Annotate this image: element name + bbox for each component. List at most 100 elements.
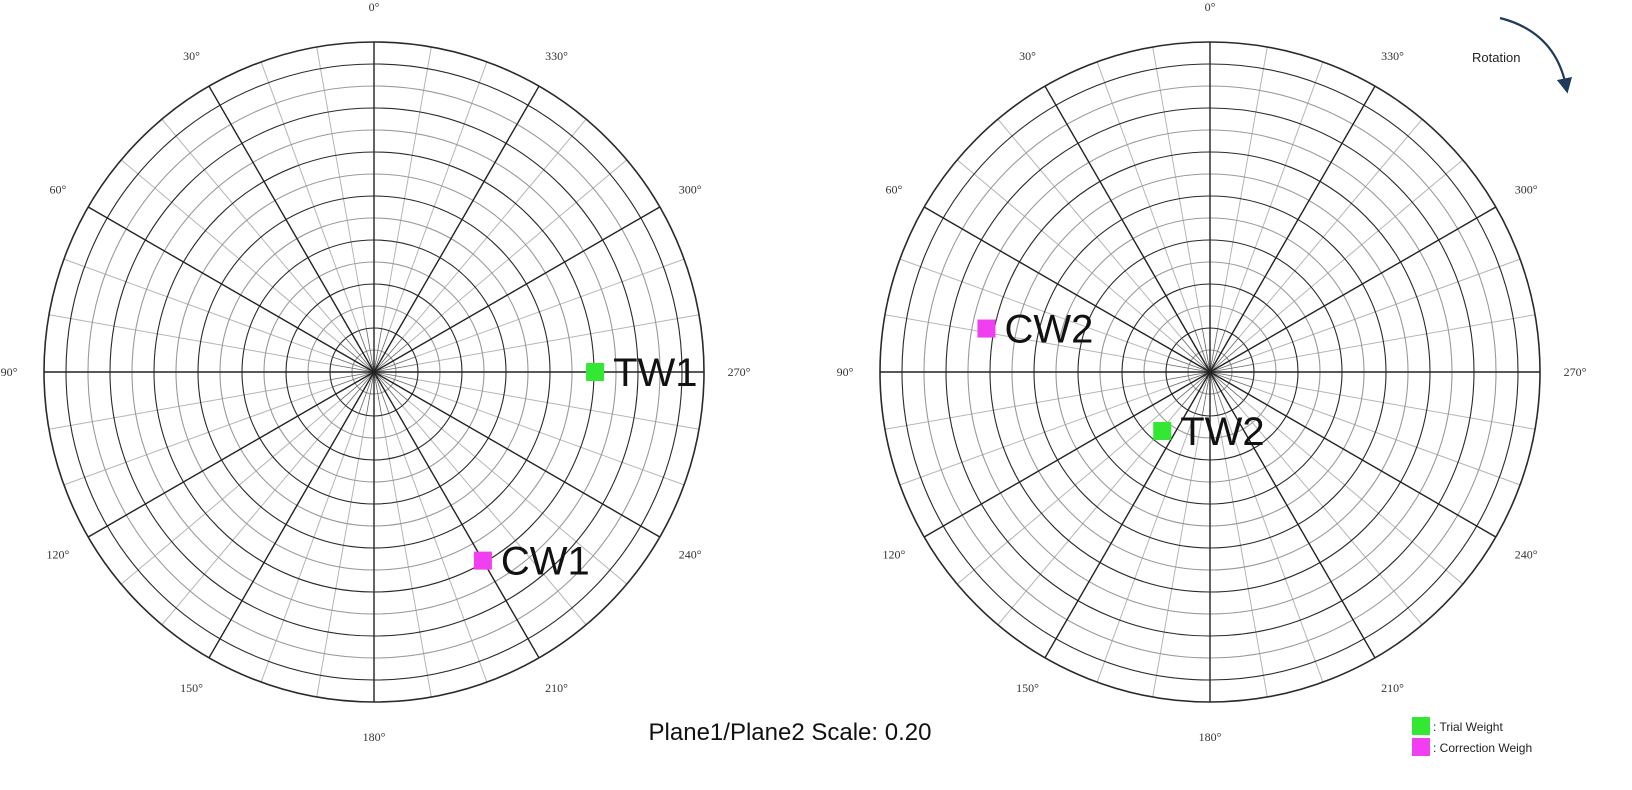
hub-line bbox=[1209, 330, 1226, 373]
point-cw1 bbox=[473, 551, 492, 570]
point-tw1 bbox=[586, 363, 605, 381]
hub-line bbox=[1209, 371, 1252, 388]
angle-tick-label: 300° bbox=[679, 183, 702, 197]
minor-spoke bbox=[1217, 415, 1268, 698]
minor-spoke bbox=[417, 379, 700, 430]
minor-spoke bbox=[884, 379, 1167, 430]
hub-line bbox=[345, 338, 375, 373]
angle-tick-label: 330° bbox=[1381, 49, 1404, 63]
angle-tick-label: 90° bbox=[1, 365, 18, 379]
minor-spoke bbox=[415, 386, 685, 486]
hub-line bbox=[365, 328, 375, 373]
minor-spoke bbox=[1237, 405, 1423, 626]
angle-tick-label: 150° bbox=[180, 681, 203, 695]
minor-spoke bbox=[120, 159, 341, 345]
major-spoke bbox=[373, 371, 540, 659]
major-spoke bbox=[1209, 85, 1376, 373]
hub-line bbox=[1209, 356, 1252, 373]
hub-line bbox=[365, 371, 375, 416]
major-spoke bbox=[208, 371, 375, 659]
hub-line bbox=[373, 371, 418, 381]
minor-spoke bbox=[63, 258, 333, 358]
hub-line bbox=[373, 371, 416, 388]
minor-spoke bbox=[899, 258, 1169, 358]
minor-spoke bbox=[1251, 258, 1521, 358]
hub-line bbox=[373, 338, 403, 373]
angle-tick-label: 210° bbox=[1381, 681, 1404, 695]
minor-spoke bbox=[1096, 413, 1196, 683]
angle-tick-label: 300° bbox=[1515, 183, 1538, 197]
hub-line bbox=[340, 343, 375, 373]
major-spoke bbox=[373, 85, 540, 373]
rotation-label: Rotation bbox=[1472, 50, 1520, 65]
legend-label-correction: : Correction Weigh bbox=[1433, 741, 1532, 755]
minor-spoke bbox=[1243, 399, 1464, 585]
point-cw2 bbox=[977, 319, 996, 338]
hub-line bbox=[1209, 371, 1254, 381]
hub-line bbox=[330, 371, 375, 381]
scale-label: Plane1/Plane2 Scale: 0.20 bbox=[649, 719, 932, 746]
hub-line bbox=[1209, 363, 1254, 373]
point-tw2 bbox=[1153, 421, 1172, 440]
hub-line bbox=[1194, 330, 1211, 373]
minor-spoke bbox=[388, 61, 488, 331]
hub-line bbox=[373, 371, 403, 406]
hub-line bbox=[330, 363, 375, 373]
point-label-tw2: TW2 bbox=[1180, 410, 1264, 454]
angle-tick-label: 0° bbox=[1205, 0, 1216, 14]
hub-line bbox=[1201, 371, 1211, 416]
hub-line bbox=[1209, 371, 1244, 401]
minor-spoke bbox=[1096, 61, 1196, 331]
minor-spoke bbox=[1152, 46, 1203, 329]
minor-spoke bbox=[120, 399, 341, 585]
legend-swatch-correction bbox=[1412, 738, 1430, 756]
angle-tick-label: 120° bbox=[46, 548, 69, 562]
minor-spoke bbox=[997, 405, 1183, 626]
minor-spoke bbox=[388, 413, 488, 683]
hub-line bbox=[1209, 371, 1219, 416]
angle-tick-label: 30° bbox=[183, 49, 200, 63]
angle-tick-label: 30° bbox=[1019, 49, 1036, 63]
major-spoke bbox=[1044, 371, 1211, 659]
angle-tick-label: 240° bbox=[679, 548, 702, 562]
minor-spoke bbox=[956, 399, 1177, 585]
angle-tick-label: 240° bbox=[1515, 548, 1538, 562]
angle-tick-label: 180° bbox=[363, 730, 386, 744]
minor-spoke bbox=[260, 413, 360, 683]
point-label-cw1: CW1 bbox=[501, 540, 590, 584]
minor-spoke bbox=[899, 386, 1169, 486]
major-spoke bbox=[923, 206, 1211, 373]
major-spoke bbox=[87, 371, 375, 538]
hub-line bbox=[373, 330, 390, 373]
minor-spoke bbox=[997, 118, 1183, 339]
minor-spoke bbox=[260, 61, 360, 331]
minor-spoke bbox=[161, 405, 347, 626]
hub-line bbox=[373, 328, 383, 373]
hub-line bbox=[358, 371, 375, 414]
minor-spoke bbox=[417, 314, 700, 365]
minor-spoke bbox=[401, 118, 587, 339]
hub-line bbox=[332, 356, 375, 373]
polar-plot-plane1: 0° 30° 60° 90° 120° 150° 180° 210° 240° 270° 300° 3… bbox=[1, 0, 751, 744]
angle-tick-label: 0° bbox=[369, 0, 380, 14]
hub-line bbox=[1194, 371, 1211, 414]
hub-line bbox=[1209, 328, 1219, 373]
major-spoke bbox=[208, 85, 375, 373]
hub-line bbox=[1166, 363, 1211, 373]
minor-spoke bbox=[381, 46, 432, 329]
point-label-cw2: CW2 bbox=[1004, 308, 1093, 352]
major-spoke bbox=[923, 371, 1211, 538]
minor-spoke bbox=[316, 415, 367, 698]
major-spoke bbox=[1209, 206, 1497, 373]
hub-line bbox=[345, 371, 375, 406]
hub-line bbox=[1176, 371, 1211, 401]
minor-spoke bbox=[1243, 159, 1464, 345]
hub-line bbox=[1181, 338, 1211, 373]
minor-spoke bbox=[407, 399, 628, 585]
hub-line bbox=[1168, 356, 1211, 373]
minor-spoke bbox=[1152, 415, 1203, 698]
hub-line bbox=[1201, 328, 1211, 373]
minor-spoke bbox=[1251, 386, 1521, 486]
minor-spoke bbox=[884, 314, 1167, 365]
